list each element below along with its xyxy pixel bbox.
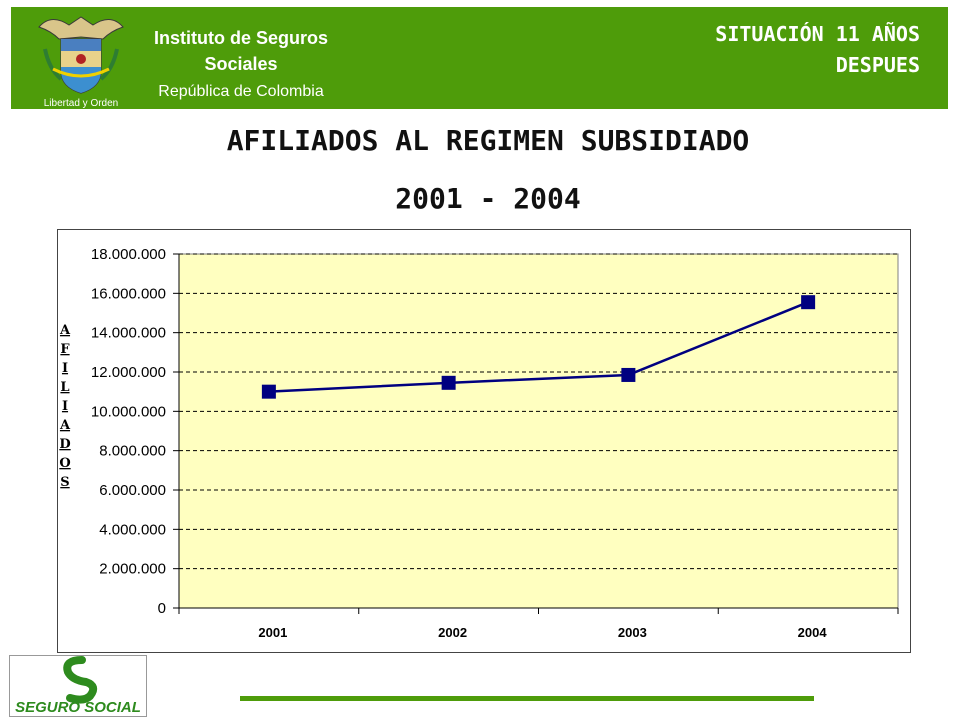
header-band: Libertad y Orden Instituto de Seguros So…: [11, 7, 948, 109]
institute-title: Instituto de Seguros Sociales: [153, 28, 328, 74]
y-tick-label: 14.000.000: [91, 325, 166, 342]
y-axis-label-letter: I: [62, 399, 68, 414]
x-tick-label: 2004: [798, 625, 828, 640]
y-axis-label-letter: S: [60, 475, 69, 490]
y-tick-label: 18.000.000: [91, 246, 166, 263]
y-tick-label: 6.000.000: [99, 482, 166, 499]
y-tick-label: 0: [158, 600, 166, 617]
y-axis-label-letter: O: [59, 456, 70, 471]
x-tick-label: 2003: [618, 625, 647, 640]
x-tick-label: 2002: [438, 625, 467, 640]
page-subtitle: 2001 - 2004: [395, 182, 581, 215]
y-axis-label-letter: I: [62, 361, 68, 376]
y-tick-label: 4.000.000: [99, 521, 166, 538]
y-axis-label-letter: D: [59, 437, 70, 452]
situacion-line-1: SITUACIÓN 11 AÑOS: [715, 22, 920, 46]
y-axis-label-letter: L: [60, 380, 69, 395]
x-tick-label: 2001: [258, 625, 287, 640]
data-point-marker: [621, 367, 636, 382]
situacion-line-2: DESPUES: [835, 53, 920, 77]
seguro-social-logo: SEGURO SOCIAL: [9, 655, 147, 717]
seguro-social-s-icon: SEGURO SOCIAL: [15, 656, 141, 716]
footer-divider: [240, 696, 814, 701]
y-tick-label: 10.000.000: [91, 403, 166, 420]
y-tick-label: 2.000.000: [99, 561, 166, 578]
series-line: [268, 301, 809, 393]
institute-subtitle: República de Colombia: [158, 83, 324, 100]
situacion-label: SITUACIÓN 11 AÑOS DESPUES: [600, 19, 920, 81]
data-point-marker: [441, 375, 456, 390]
plot-area: [178, 253, 899, 609]
y-tick-label: 16.000.000: [91, 285, 166, 302]
y-tick-label: 8.000.000: [99, 443, 166, 460]
y-axis-label-letter: A: [59, 323, 71, 338]
y-axis-label-letter: A: [59, 418, 71, 433]
logo-text: SEGURO SOCIAL: [15, 699, 141, 716]
chart-frame: 0 2.000.000 4.000.000 6.000.000 8.000.000 10.…: [57, 229, 911, 653]
line-chart: 0 2.000.000 4.000.000 6.000.000 8.000.000 10.…: [59, 246, 899, 640]
data-point-marker: [261, 384, 276, 399]
crest-motto: Libertad y Orden: [44, 98, 119, 109]
y-axis-label-letter: F: [60, 342, 70, 357]
y-tick-label: 12.000.000: [91, 364, 166, 381]
colombia-crest-icon: Libertad y Orden: [38, 16, 124, 109]
data-point-marker: [801, 295, 816, 310]
page-title: AFILIADOS AL REGIMEN SUBSIDIADO: [226, 124, 750, 157]
